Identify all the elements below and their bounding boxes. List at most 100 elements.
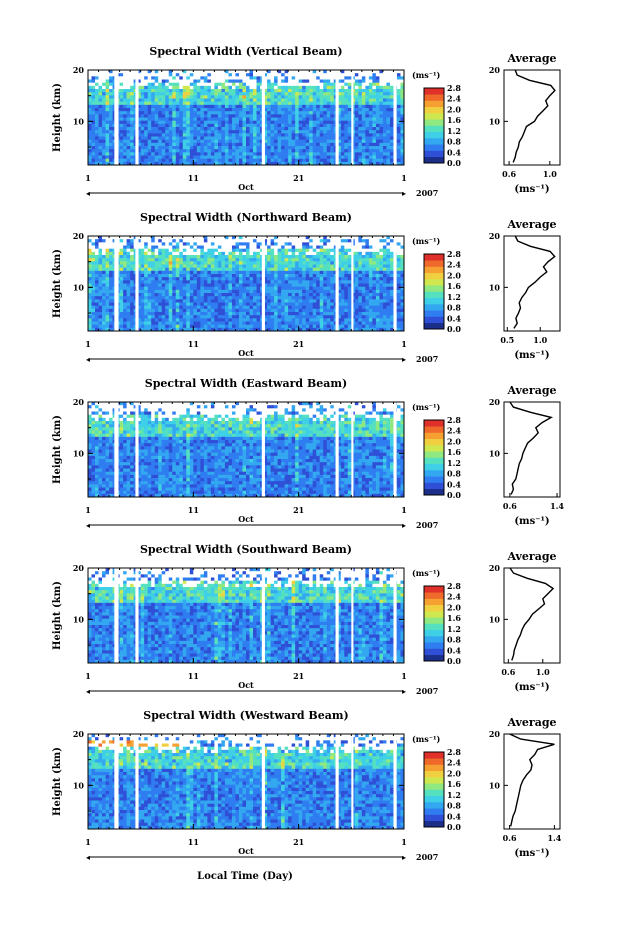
heatmap-cell — [281, 133, 286, 137]
heatmap-cell — [323, 248, 328, 253]
heatmap-cell — [263, 104, 268, 109]
heatmap-cell — [305, 270, 310, 275]
heatmap-cell — [246, 98, 250, 103]
heatmap-cell — [105, 251, 110, 256]
heatmap-cell — [330, 70, 335, 74]
heatmap-cell — [158, 111, 163, 115]
heatmap-cell — [102, 79, 106, 84]
heatmap-cell — [88, 236, 92, 240]
heatmap-cell — [361, 79, 366, 84]
heatmap-cell — [302, 261, 307, 265]
heatmap-cell — [277, 161, 282, 166]
heatmap-cell — [246, 293, 250, 297]
heatmap-cell — [235, 89, 240, 93]
heatmap-cell — [182, 85, 187, 90]
heatmap-cell — [182, 267, 187, 272]
heatmap-cell — [186, 261, 191, 265]
heatmap-cell — [186, 127, 191, 131]
heatmap-cell — [137, 267, 142, 272]
heatmap-cell — [382, 92, 387, 96]
heatmap-cell — [246, 315, 250, 319]
heatmap-cell — [337, 267, 342, 272]
heatmap-cell — [88, 239, 92, 243]
heatmap-cell — [207, 142, 212, 147]
heatmap-cell — [305, 299, 310, 303]
heatmap-cell — [323, 139, 328, 144]
heatmap-cell — [288, 267, 293, 272]
heatmap-cell — [214, 70, 219, 74]
heatmap-cell — [316, 248, 321, 253]
heatmap-cell — [210, 255, 215, 259]
heatmap-cell — [119, 283, 124, 288]
heatmap-cell — [305, 302, 310, 307]
heatmap-cell — [203, 95, 208, 99]
heatmap-cell — [151, 117, 156, 122]
heatmap-cell — [88, 267, 92, 272]
heatmap-cell — [382, 146, 387, 150]
heatmap-cell — [263, 321, 268, 326]
heatmap-cell — [284, 133, 289, 137]
heatmap-cell — [246, 142, 250, 147]
heatmap-cell — [207, 264, 212, 269]
heatmap-cell — [105, 296, 110, 300]
heatmap-cell — [207, 245, 212, 250]
heatmap-cell — [298, 155, 303, 160]
heatmap-cell — [203, 258, 208, 262]
heatmap-cell — [231, 251, 236, 256]
heatmap-cell — [193, 242, 198, 246]
heatmap-cell — [217, 127, 222, 131]
heatmap-cell — [288, 296, 293, 300]
heatmap-cell — [144, 296, 149, 300]
heatmap-cell — [151, 108, 156, 112]
heatmap-cell — [242, 79, 247, 84]
heatmap-cell — [284, 267, 289, 272]
heatmap-cell — [323, 85, 328, 90]
heatmap-cell — [151, 101, 156, 106]
heatmap-cell — [298, 321, 303, 326]
heatmap-cell — [196, 267, 201, 272]
heatmap-cell — [123, 324, 128, 329]
heatmap-cell — [158, 302, 163, 307]
heatmap-cell — [319, 114, 324, 118]
heatmap-cell — [228, 293, 233, 297]
heatmap-cell — [193, 318, 198, 322]
heatmap-cell — [130, 120, 135, 125]
heatmap-cell — [249, 136, 254, 141]
heatmap-cell — [179, 327, 184, 332]
heatmap-cell — [354, 101, 359, 106]
heatmap-cell — [382, 120, 387, 125]
heatmap-cell — [396, 120, 401, 125]
heatmap-cell — [95, 146, 99, 150]
heatmap-cell — [126, 274, 131, 278]
heatmap-cell — [256, 76, 261, 80]
heatmap-cell — [228, 114, 233, 118]
heatmap-cell — [130, 277, 135, 281]
heatmap-cell — [168, 277, 173, 281]
heatmap-cell — [193, 89, 198, 93]
heatmap-cell — [249, 242, 254, 246]
heatmap-cell — [165, 139, 170, 144]
heatmap-cell — [137, 82, 142, 87]
heatmap-cell — [344, 108, 349, 112]
heatmap-cell — [175, 299, 180, 303]
heatmap-cell — [256, 327, 261, 332]
heatmap-cell — [207, 251, 212, 256]
heatmap-cell — [168, 283, 173, 288]
heatmap-cell — [140, 82, 145, 87]
heatmap-cell — [365, 139, 370, 144]
heatmap-cell — [126, 114, 131, 118]
heatmap-cell — [161, 289, 166, 294]
heatmap-cell — [340, 133, 345, 137]
heatmap-cell — [151, 255, 156, 259]
heatmap-cell — [126, 293, 131, 297]
heatmap-cell — [175, 248, 180, 253]
heatmap-cell — [312, 318, 317, 322]
heatmap-cell — [319, 289, 324, 294]
heatmap-cell — [263, 152, 268, 156]
heatmap-cell — [256, 73, 261, 77]
heatmap-cell — [267, 155, 271, 160]
heatmap-cell — [400, 114, 405, 118]
heatmap-cell — [386, 114, 391, 118]
heatmap-cell — [344, 146, 349, 150]
heatmap-cell — [274, 321, 278, 326]
